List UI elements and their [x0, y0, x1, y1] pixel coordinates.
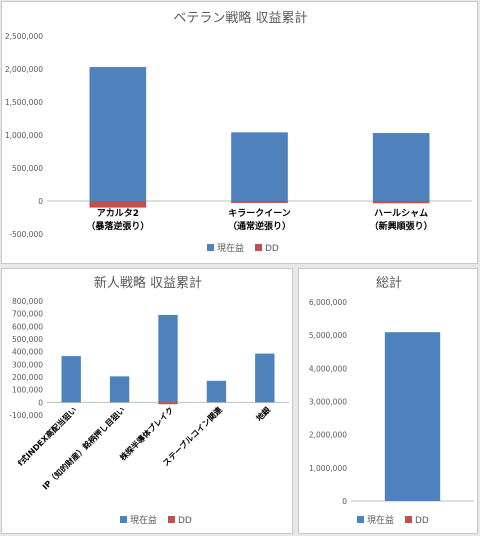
y-tick-label: 800,000	[12, 297, 43, 306]
y-tick-label: 600,000	[12, 322, 43, 331]
bar-current-profit	[89, 67, 147, 202]
y-tick-label: 0	[342, 497, 347, 506]
category-label: （暴落逆張り）	[86, 220, 149, 232]
rookie-strategy-chart-panel: 新人戦略 収益累計 -100,000 0 100,000 200,000 300,000 4…	[1, 268, 293, 534]
legend-swatch	[255, 244, 262, 251]
bar-dd	[231, 201, 288, 203]
legend-label: DD	[415, 516, 429, 526]
category-label: （新興順張り）	[370, 220, 433, 232]
total-chart: 総計 0 1,000,000 2,000,000 3,000,000 4,000,000 5…	[309, 275, 474, 526]
veteran-strategy-chart-panel: ベテラン戦略 収益累計 -500,000 0 500,000 1,000,000 1,50…	[1, 1, 478, 264]
y-tick-label: 200,000	[12, 373, 43, 382]
y-tick-label: 500,000	[12, 335, 43, 344]
bar-current-profit	[206, 380, 227, 403]
bar-current-profit	[109, 376, 130, 403]
legend-label: 現在益	[130, 514, 157, 526]
category-label: 株探半導体ブレイク	[118, 405, 176, 463]
category-label: ハールシャム	[374, 208, 428, 219]
bar-current-profit	[372, 133, 430, 201]
total-chart-panel: 総計 0 1,000,000 2,000,000 3,000,000 4,000,000 5…	[298, 268, 478, 534]
y-tick-label: 100,000	[12, 386, 43, 395]
bar-dd	[89, 201, 147, 208]
legend-swatch	[357, 516, 364, 523]
y-tick-label: 700,000	[12, 310, 43, 319]
category-label: キラークイーン	[228, 208, 291, 219]
category-label: 地銀	[254, 405, 272, 423]
y-tick-label: 1,000,000	[5, 131, 43, 140]
legend-label: DD	[178, 516, 192, 526]
y-tick-label: 5,000,000	[309, 331, 347, 340]
y-tick-label: 0	[38, 197, 43, 206]
y-tick-label: 300,000	[12, 360, 43, 369]
chart-title: 総計	[376, 275, 402, 291]
legend-label: DD	[265, 244, 279, 254]
legend-swatch	[405, 516, 412, 523]
bar-dd	[158, 402, 178, 405]
y-tick-label: 2,000,000	[5, 65, 43, 74]
chart-title: 新人戦略 収益累計	[94, 275, 202, 291]
legend-swatch	[120, 516, 127, 523]
y-tick-label: 4,000,000	[309, 364, 347, 373]
y-tick-label: 0	[38, 398, 43, 407]
rookie-strategy-chart: 新人戦略 収益累計 -100,000 0 100,000 200,000 300,000 4…	[9, 275, 289, 526]
y-tick-label: 3,000,000	[309, 398, 347, 407]
y-tick-label: 1,500,000	[5, 98, 43, 107]
y-tick-label: -500,000	[9, 230, 43, 239]
bar-current-profit	[231, 132, 288, 201]
y-tick-label: 2,000,000	[309, 431, 347, 440]
veteran-strategy-chart: ベテラン戦略 収益累計 -500,000 0 500,000 1,000,000 1,50…	[5, 10, 472, 254]
y-tick-label: 500,000	[12, 164, 43, 173]
y-tick-label: 2,500,000	[5, 32, 43, 41]
category-label: IP（知的財産）銘柄押し目狙い	[40, 405, 127, 492]
bar-current-profit	[255, 353, 275, 403]
bar-current-profit	[384, 332, 441, 501]
legend-label: 現在益	[367, 514, 394, 526]
bar-current-profit	[158, 314, 178, 403]
chart-title: ベテラン戦略 収益累計	[173, 10, 307, 26]
legend-label: 現在益	[217, 242, 244, 254]
legend-swatch	[207, 244, 214, 251]
y-tick-label: 400,000	[12, 348, 43, 357]
bar-current-profit	[61, 356, 81, 403]
y-tick-label: 1,000,000	[309, 464, 347, 473]
legend-swatch	[168, 516, 175, 523]
category-label: アカルタ2	[97, 207, 139, 219]
category-label: （通常逆張り）	[228, 220, 291, 232]
bar-dd	[372, 201, 430, 204]
y-tick-label: -100,000	[9, 411, 43, 420]
y-tick-label: 6,000,000	[309, 298, 347, 307]
